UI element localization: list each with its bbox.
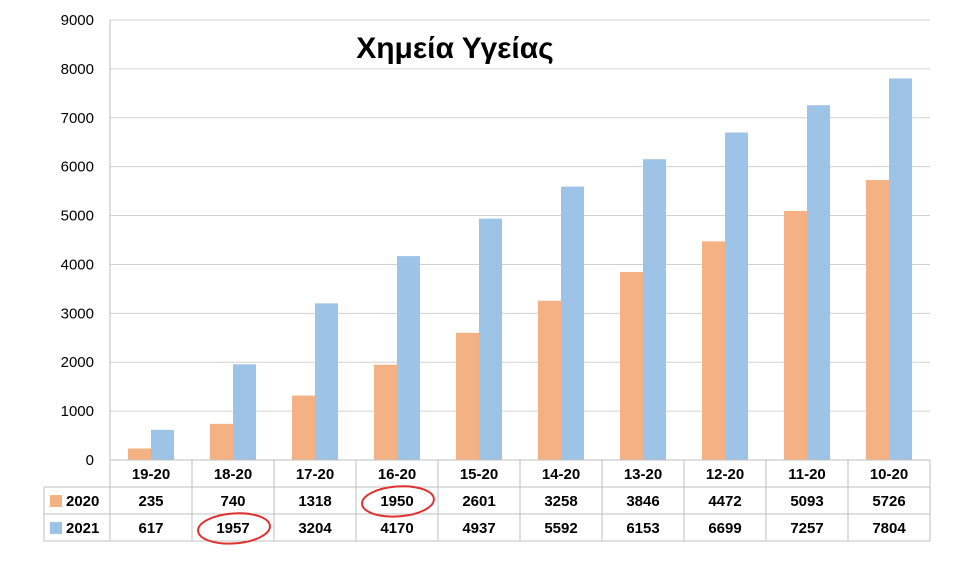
data-label: 1318 <box>298 493 331 510</box>
legend-label: 2021 <box>66 520 99 537</box>
data-label: 5592 <box>544 520 577 537</box>
bar-2020-18-20 <box>210 423 233 460</box>
data-table: 19-20 18-20 17-20 16-20 15-20 14-20 13-20 12-20… <box>43 459 931 542</box>
data-label: 3258 <box>544 493 577 510</box>
x-tick-label: 17-20 <box>296 466 334 483</box>
y-axis-ticks: 0 1000 2000 3000 4000 5000 6000 7000 8000 9000 <box>61 12 94 469</box>
y-tick-label: 1000 <box>61 403 94 420</box>
bar-2021-17-20 <box>315 303 338 460</box>
x-tick-label: 10-20 <box>870 466 908 483</box>
x-tick-label: 16-20 <box>378 466 416 483</box>
bar-2021-11-20 <box>807 105 830 461</box>
legend-swatch-2020 <box>50 495 62 507</box>
annotation-circle <box>197 512 271 545</box>
y-tick-label: 4000 <box>61 256 94 273</box>
data-label: 6699 <box>708 520 741 537</box>
bars <box>128 78 912 461</box>
x-tick-label: 13-20 <box>624 466 662 483</box>
bar-2021-14-20 <box>561 186 584 460</box>
bar-2020-13-20 <box>620 271 643 460</box>
legend-swatch-2021 <box>50 522 62 534</box>
bar-2020-17-20 <box>292 395 315 460</box>
x-tick-label: 11-20 <box>788 466 826 483</box>
data-label: 4937 <box>462 520 495 537</box>
x-tick-label: 19-20 <box>132 466 170 483</box>
data-label: 4472 <box>708 493 741 510</box>
chart-title: Χημεία Υγείας <box>356 32 554 65</box>
y-tick-label: 9000 <box>61 12 94 29</box>
data-label: 235 <box>138 493 163 510</box>
bar-2021-10-20 <box>889 78 912 461</box>
bar-2021-16-20 <box>397 256 420 460</box>
data-label: 1950 <box>380 493 413 510</box>
y-tick-label: 3000 <box>61 305 94 322</box>
data-label: 5093 <box>790 493 823 510</box>
bar-2020-15-20 <box>456 332 479 460</box>
bar-2020-10-20 <box>866 180 889 460</box>
data-label: 7804 <box>872 520 906 537</box>
data-label: 5726 <box>872 493 905 510</box>
annotations <box>197 485 435 545</box>
x-tick-label: 15-20 <box>460 466 498 483</box>
y-tick-label: 7000 <box>61 110 94 127</box>
x-tick-label: 14-20 <box>542 466 580 483</box>
bar-2021-13-20 <box>643 159 666 461</box>
x-tick-label: 18-20 <box>214 466 252 483</box>
y-tick-label: 0 <box>86 452 94 469</box>
data-label: 2601 <box>462 493 495 510</box>
annotation-circle <box>361 485 435 518</box>
bar-2020-14-20 <box>538 300 561 460</box>
bar-2020-16-20 <box>374 364 397 460</box>
bar-2021-18-20 <box>233 364 256 460</box>
bar-2021-12-20 <box>725 132 748 460</box>
x-tick-label: 12-20 <box>706 466 744 483</box>
data-label: 3846 <box>626 493 659 510</box>
data-label: 6153 <box>626 520 659 537</box>
data-label: 1957 <box>216 520 249 537</box>
bar-2020-12-20 <box>702 241 725 460</box>
bar-2021-15-20 <box>479 218 502 460</box>
data-label: 740 <box>220 493 245 510</box>
y-tick-label: 6000 <box>61 159 94 176</box>
data-label: 617 <box>138 520 163 537</box>
data-label: 4170 <box>380 520 413 537</box>
y-tick-label: 2000 <box>61 354 94 371</box>
bar-2020-19-20 <box>128 448 151 460</box>
bar-2020-11-20 <box>784 211 807 460</box>
data-label: 7257 <box>790 520 823 537</box>
y-tick-label: 8000 <box>61 61 94 78</box>
bar-2021-19-20 <box>151 429 174 460</box>
legend-label: 2020 <box>66 493 99 510</box>
y-tick-label: 5000 <box>61 208 94 225</box>
data-label: 3204 <box>298 520 332 537</box>
